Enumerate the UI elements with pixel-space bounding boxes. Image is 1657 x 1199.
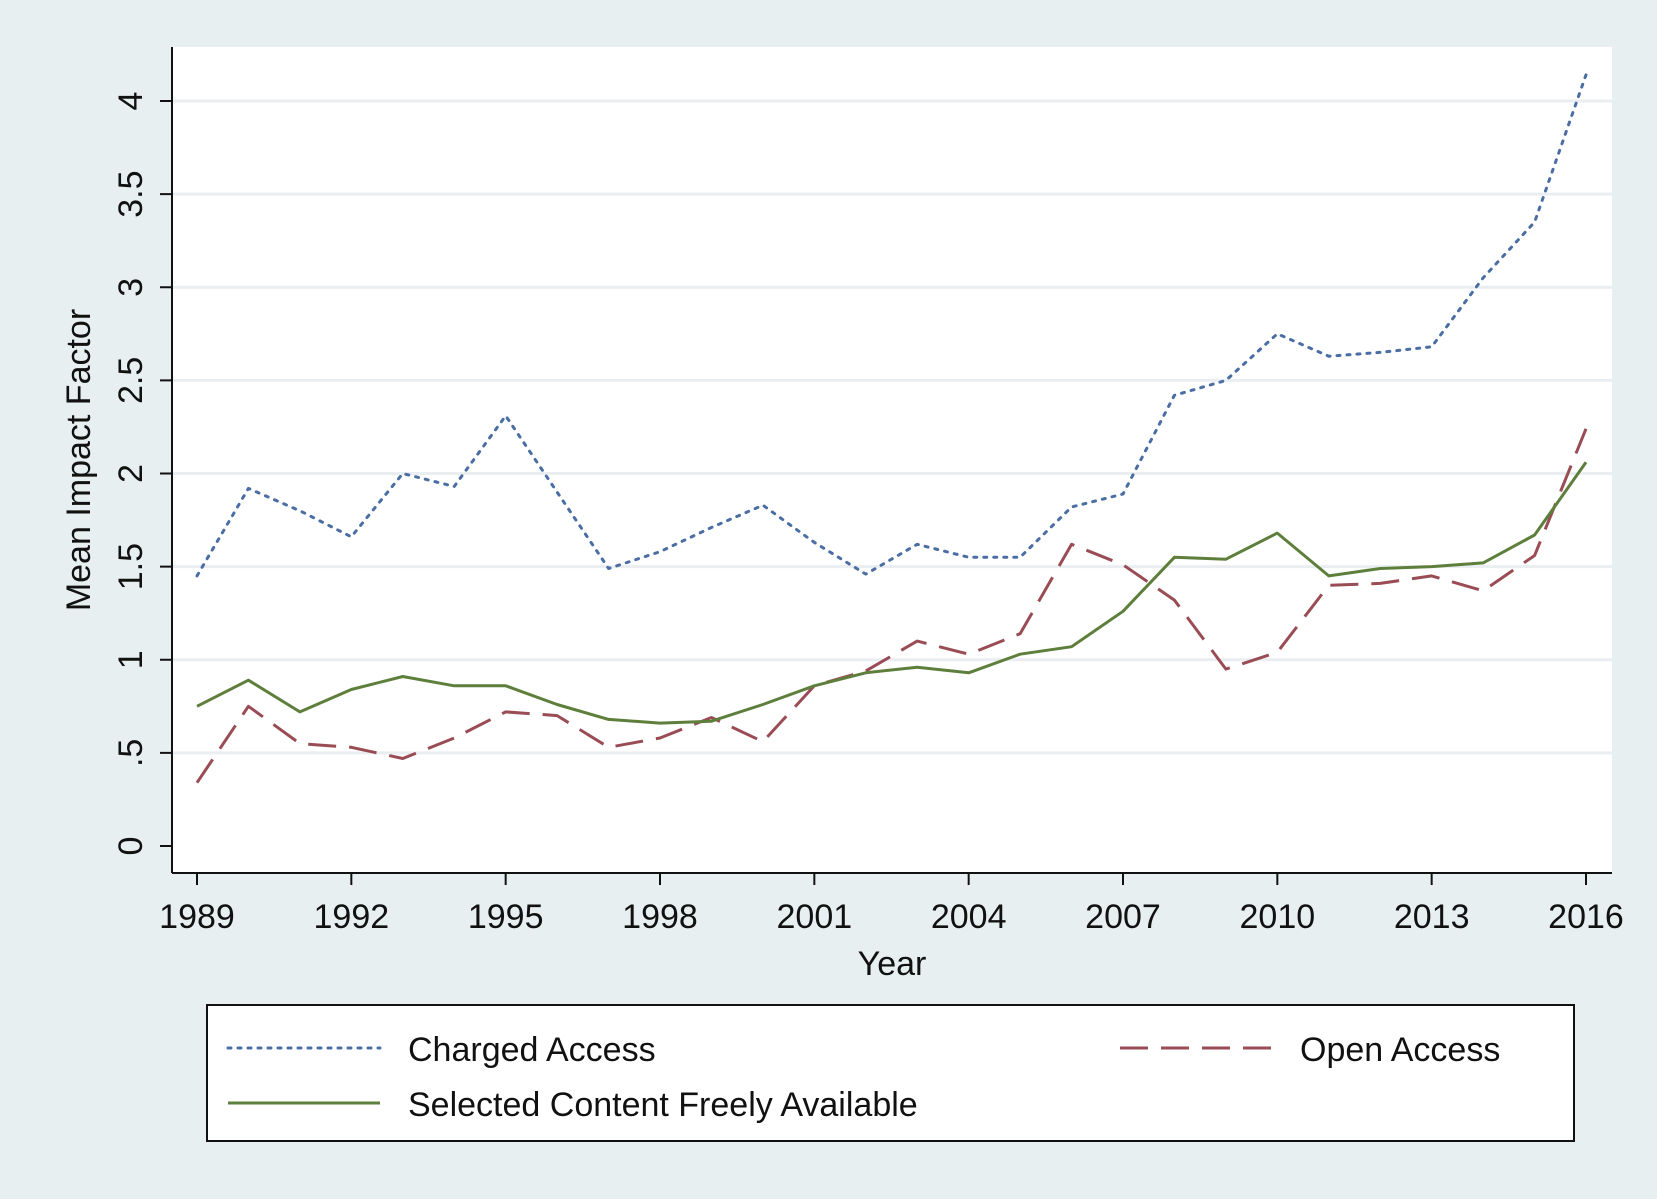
x-tick-label: 1998 bbox=[622, 898, 698, 936]
series-lines bbox=[195, 73, 1588, 784]
x-tick-label: 2007 bbox=[1085, 898, 1161, 936]
y-tick-label: .5 bbox=[112, 739, 150, 767]
x-tick-label: 1992 bbox=[314, 898, 390, 936]
x-tick-label: 2010 bbox=[1240, 898, 1316, 936]
x-tick-label: 2001 bbox=[777, 898, 853, 936]
plot-area-background bbox=[172, 47, 1612, 873]
y-tick-label: 3 bbox=[112, 278, 150, 297]
legend-label-open-access: Open Access bbox=[1300, 1031, 1500, 1069]
gridlines bbox=[172, 99, 1612, 755]
y-axis-title: Mean Impact Factor bbox=[60, 309, 98, 611]
y-tick-label: 3.5 bbox=[112, 170, 150, 217]
y-tick-label: 2.5 bbox=[112, 357, 150, 404]
x-tick-label: 2013 bbox=[1394, 898, 1470, 936]
y-tick-label: 1 bbox=[112, 650, 150, 669]
axes: 0 .5 1 1.5 2 2.5 3 3.5 4 1989 1992 1995 1998 2001 2004… bbox=[112, 47, 1624, 936]
series-line-charged-access bbox=[195, 73, 1588, 578]
series-line-open-access bbox=[195, 428, 1588, 784]
y-tick-label: 0 bbox=[112, 837, 150, 856]
x-tick-label: 2004 bbox=[931, 898, 1007, 936]
y-tick-label: 4 bbox=[112, 92, 150, 111]
x-tick-label: 1989 bbox=[159, 898, 235, 936]
legend-label-selected-content: Selected Content Freely Available bbox=[408, 1086, 918, 1124]
legend-box bbox=[206, 1004, 1575, 1142]
y-tick-label: 1.5 bbox=[112, 543, 150, 590]
series-line-selected-content-freely-available bbox=[196, 461, 1588, 725]
x-tick-label: 2016 bbox=[1548, 898, 1624, 936]
y-tick-label: 2 bbox=[112, 464, 150, 483]
legend-label-charged-access: Charged Access bbox=[408, 1031, 656, 1069]
x-axis-title: Year bbox=[858, 945, 927, 983]
x-tick-label: 1995 bbox=[468, 898, 544, 936]
legend: Charged Access Open Access Selected Cont… bbox=[206, 1004, 1575, 1142]
